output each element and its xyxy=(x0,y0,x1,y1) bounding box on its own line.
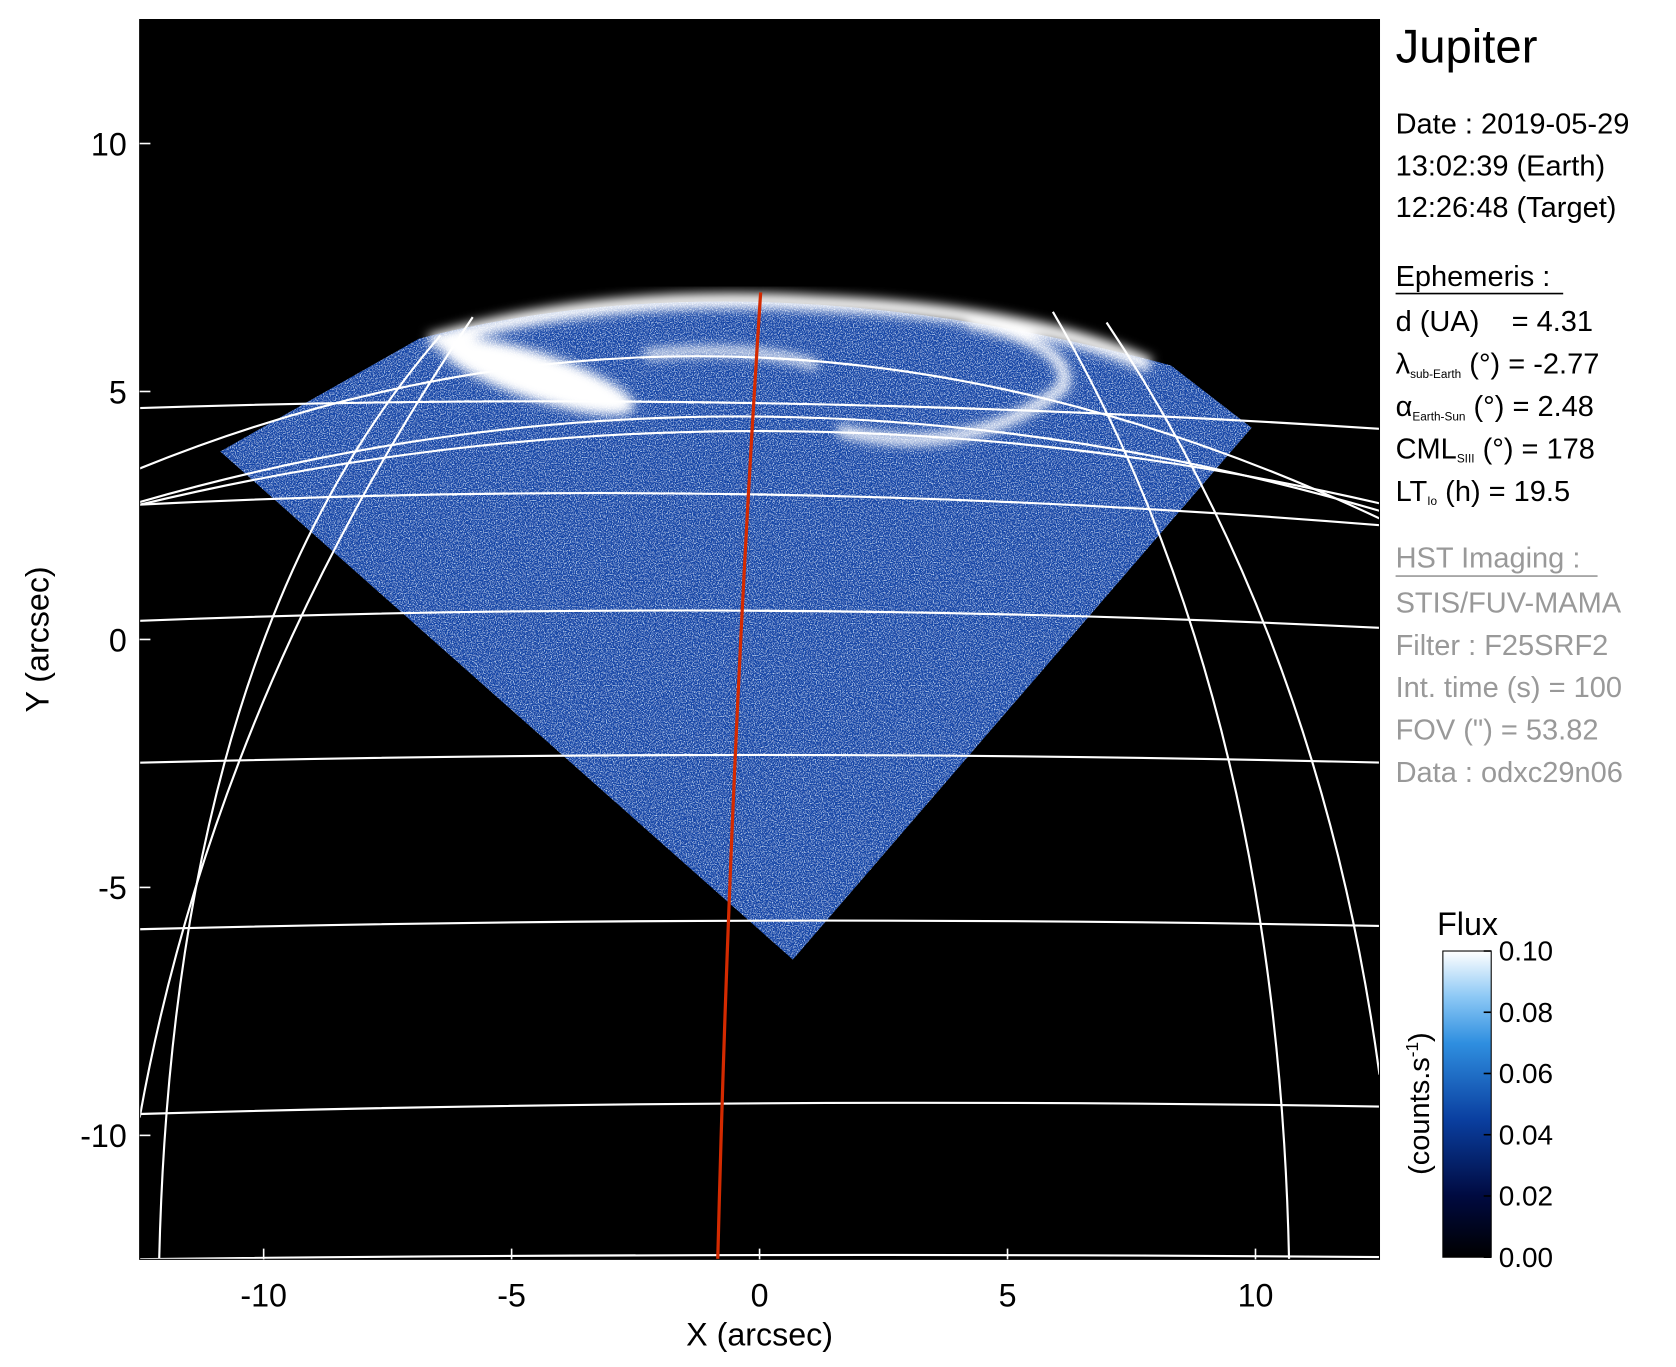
colorbar-label-end: ) xyxy=(1404,1032,1436,1042)
colorbar-label: (counts.s-1) xyxy=(1402,1032,1436,1175)
row-text: (°) = -2.77 xyxy=(1461,349,1599,381)
ephemeris-row: LTIo (h) = 19.5 xyxy=(1396,476,1571,508)
x-tick-label: -10 xyxy=(240,1278,287,1314)
ephemeris-heading: Ephemeris : xyxy=(1396,261,1551,293)
row-text: (°) = 178 xyxy=(1475,433,1595,465)
imaging-row: STIS/FUV-MAMA xyxy=(1396,588,1622,620)
colorbar xyxy=(1442,950,1492,1258)
colorbar-tick-label: 0.10 xyxy=(1499,936,1553,967)
colorbar-tick-label: 0.04 xyxy=(1499,1119,1553,1150)
colorbar-title: Flux xyxy=(1437,906,1498,942)
panel-title: Jupiter xyxy=(1396,21,1538,74)
info-panel: Date : 2019-05-29 13:02:39 (Earth) 12:26:4… xyxy=(1396,108,1630,788)
imaging-row: Int. time (s) = 100 xyxy=(1396,672,1622,704)
aurora xyxy=(427,293,1153,445)
imaging-row: FOV (") = 53.82 xyxy=(1396,715,1599,747)
row-symbol: α xyxy=(1396,391,1413,423)
date-line: Date : 2019-05-29 xyxy=(1396,108,1630,140)
row-symbol: λ xyxy=(1396,349,1411,381)
y-tick-label: 10 xyxy=(91,126,127,162)
x-tick-label: 10 xyxy=(1238,1278,1274,1314)
row-text: (h) = 19.5 xyxy=(1437,476,1570,508)
row-subscript: Io xyxy=(1427,494,1437,508)
imaging-row: Data : odxc29n06 xyxy=(1396,757,1623,789)
colorbar-tick-label: 0.06 xyxy=(1499,1058,1553,1089)
y-tick-label: -10 xyxy=(80,1118,127,1154)
date-line: 12:26:48 (Target) xyxy=(1396,192,1617,224)
row-text: d (UA) = 4.31 xyxy=(1396,306,1593,338)
row-symbol: LT xyxy=(1396,476,1428,508)
ephemeris-row: d (UA) = 4.31 xyxy=(1396,306,1593,338)
y-tick-label: 5 xyxy=(109,374,127,410)
y-tick-label: -5 xyxy=(98,870,127,906)
x-tick-label: 0 xyxy=(751,1278,769,1314)
row-subscript: Earth-Sun xyxy=(1412,409,1465,423)
fov-image xyxy=(220,301,1252,960)
ephemeris-row: λsub-Earth (°) = -2.77 xyxy=(1396,349,1600,381)
colorbar-tick-label: 0.00 xyxy=(1499,1242,1553,1273)
ephemeris-row: CMLSIII (°) = 178 xyxy=(1396,433,1595,465)
imaging-heading: HST Imaging : xyxy=(1396,542,1581,574)
colorbar-label-sup: -1 xyxy=(1402,1042,1422,1057)
planet-grid xyxy=(139,311,1380,1260)
image-area xyxy=(139,19,1380,1260)
colorbar-label-text: (counts.s xyxy=(1404,1057,1436,1175)
ephemeris-row: αEarth-Sun (°) = 2.48 xyxy=(1396,391,1594,423)
y-tick-label: 0 xyxy=(109,622,127,658)
y-axis-label: Y (arcsec) xyxy=(19,566,55,712)
row-symbol: CML xyxy=(1396,433,1457,465)
date-line: 13:02:39 (Earth) xyxy=(1396,150,1606,182)
row-subscript: SIII xyxy=(1457,452,1475,466)
row-text: (°) = 2.48 xyxy=(1465,391,1593,423)
colorbar-tick-label: 0.02 xyxy=(1499,1181,1553,1212)
imaging-row: Filter : F25SRF2 xyxy=(1396,630,1609,662)
x-tick-label: 5 xyxy=(999,1278,1017,1314)
x-axis-label: X (arcsec) xyxy=(686,1316,833,1352)
central-meridian xyxy=(716,292,763,1260)
row-subscript: sub-Earth xyxy=(1410,367,1461,381)
x-tick-label: -5 xyxy=(497,1278,526,1314)
colorbar-tick-label: 0.08 xyxy=(1499,997,1553,1028)
